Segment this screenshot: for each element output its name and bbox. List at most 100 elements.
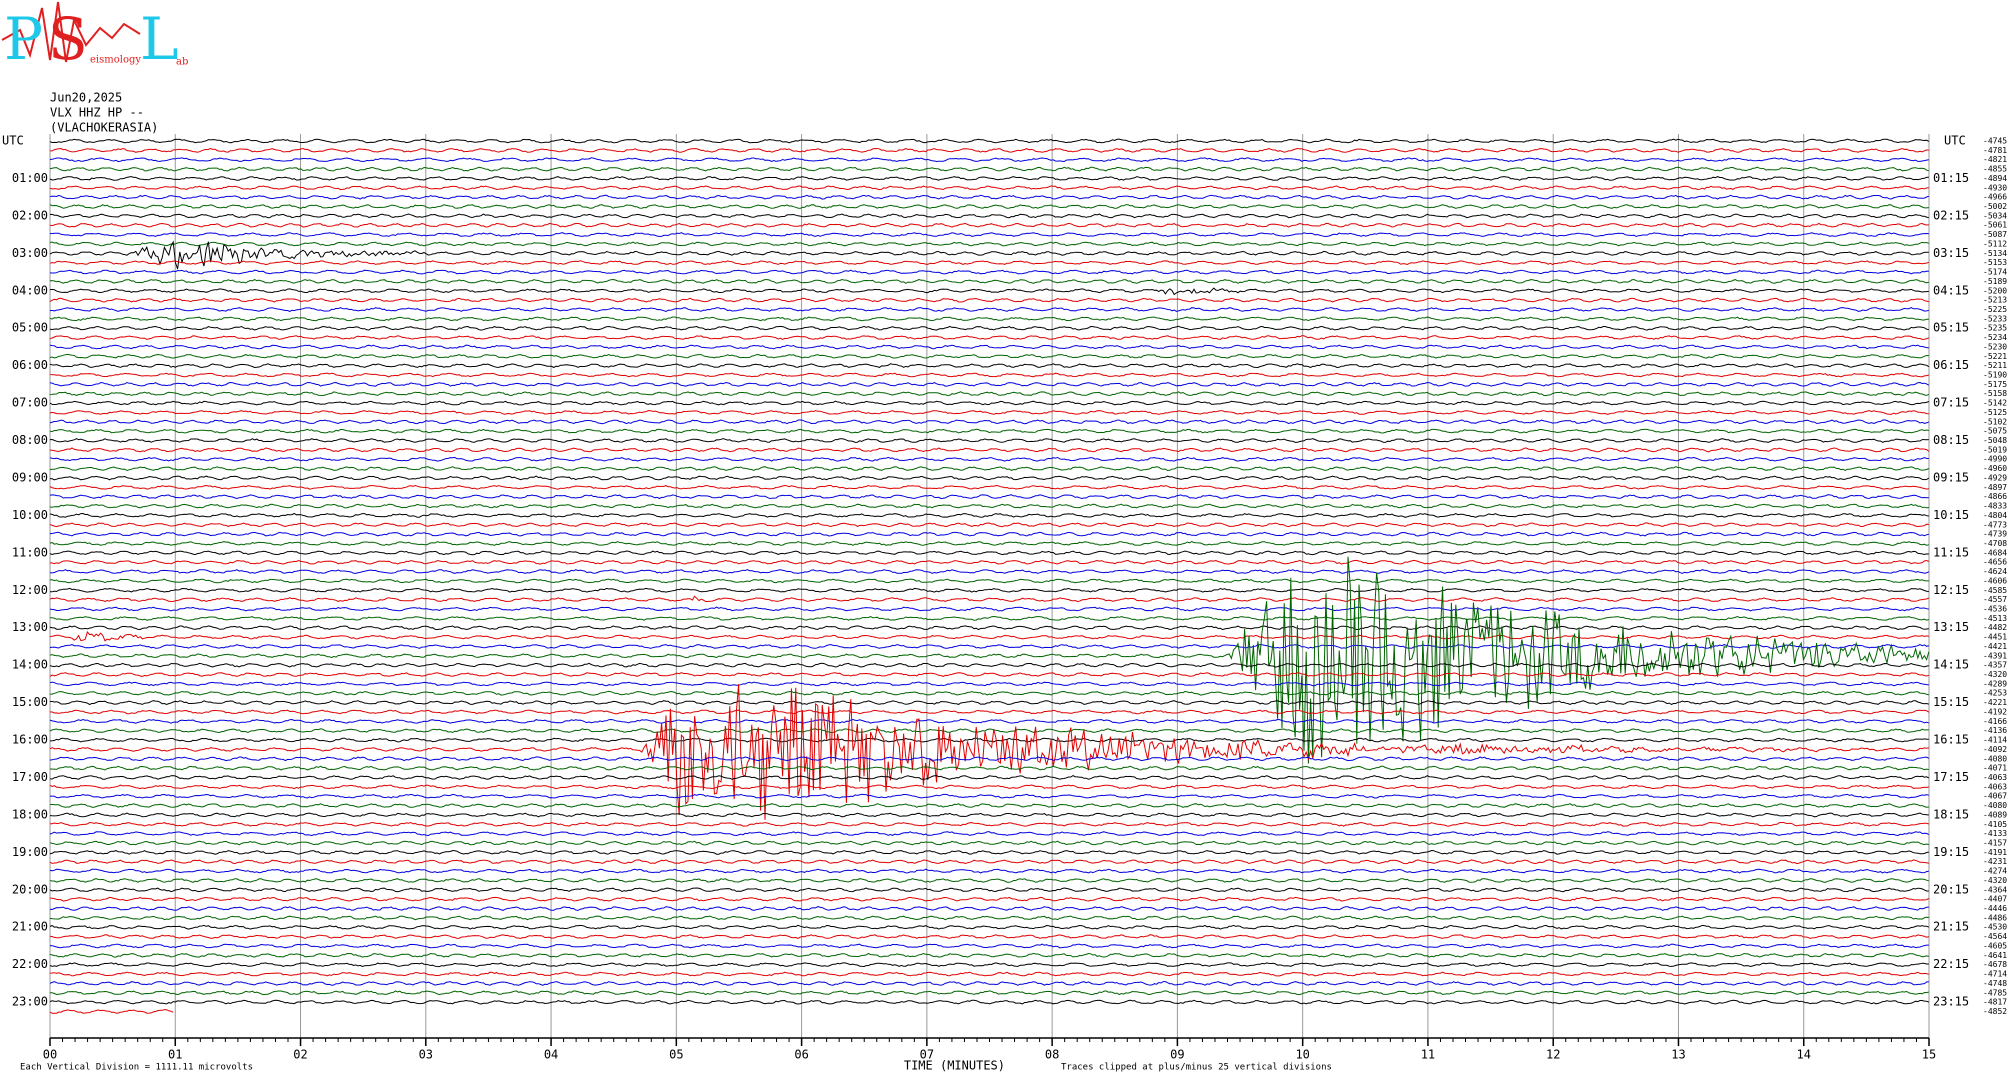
left-hour-label: 11:00 <box>12 545 48 559</box>
trace-offset: -5225 <box>1983 305 2007 314</box>
traces <box>49 138 1930 1014</box>
x-tick-label: 15 <box>1922 1048 1936 1062</box>
trace <box>49 550 1929 556</box>
left-hour-label: 01:00 <box>12 171 48 185</box>
trace <box>49 240 1929 270</box>
trace <box>49 447 1930 453</box>
trace-offset: -4624 <box>1983 567 2007 576</box>
x-tick-label: 02 <box>293 1048 307 1062</box>
trace <box>50 700 1929 706</box>
trace-offset: -4221 <box>1983 698 2007 707</box>
trace-offset: -4990 <box>1983 455 2007 464</box>
left-hour-label: 22:00 <box>12 957 48 971</box>
trace <box>49 812 1929 818</box>
trace <box>49 569 1930 574</box>
left-hour-label: 06:00 <box>12 358 48 372</box>
trace-offset: -5200 <box>1983 286 2007 295</box>
trace-offset: -4641 <box>1983 951 2007 960</box>
logo-word: eismology <box>90 55 141 66</box>
trace <box>49 887 1929 893</box>
trace-offset: -5230 <box>1983 342 2007 351</box>
trace-offset: -4136 <box>1983 726 2007 735</box>
trace-offset: -4930 <box>1983 183 2007 192</box>
left-hour-label: 17:00 <box>12 770 48 784</box>
trace <box>49 297 1929 303</box>
left-hour-label: 09:00 <box>12 470 48 484</box>
trace-offset: -4486 <box>1983 913 2007 922</box>
trace-offset: -4092 <box>1983 745 2007 754</box>
trace-offset: -4785 <box>1983 988 2007 997</box>
trace <box>49 615 1929 621</box>
left-hour-label: 15:00 <box>12 695 48 709</box>
trace-offset: -5134 <box>1983 249 2007 258</box>
x-tick-label: 13 <box>1671 1048 1685 1062</box>
trace <box>49 980 1929 986</box>
trace <box>49 456 1929 462</box>
trace-offset: -4320 <box>1983 670 2007 679</box>
trace-offset: -5112 <box>1983 239 2007 248</box>
left-hour-label: 23:00 <box>12 995 48 1009</box>
trace-offset: -4745 <box>1983 137 2007 146</box>
trace-offset: -5048 <box>1983 436 2007 445</box>
trace-offset: -4817 <box>1983 998 2007 1007</box>
left-hour-label: 04:00 <box>12 283 48 297</box>
trace-offset: -4391 <box>1983 651 2007 660</box>
trace-offset: -4080 <box>1983 754 2007 763</box>
right-hour-label: 01:15 <box>1933 171 1969 185</box>
left-hour-label: 10:00 <box>12 508 48 522</box>
trace <box>49 943 1929 949</box>
logo-word: ab <box>176 57 188 68</box>
trace-offset: -4536 <box>1983 605 2007 614</box>
trace <box>49 681 1929 687</box>
trace-offset: -5175 <box>1983 380 2007 389</box>
trace <box>49 831 1930 837</box>
trace <box>49 260 1929 266</box>
trace <box>49 962 1929 968</box>
trace-offset: -4530 <box>1983 923 2007 932</box>
trace <box>49 466 1930 472</box>
left-hour-label: 02:00 <box>12 208 48 222</box>
right-hour-label: 07:15 <box>1933 396 1969 410</box>
x-tick-label: 11 <box>1421 1048 1435 1062</box>
left-hour-label: 05:00 <box>12 321 48 335</box>
right-hour-label: 11:15 <box>1933 545 1969 559</box>
trace <box>49 737 1929 743</box>
trace <box>49 728 1929 734</box>
logo-letter: S <box>48 5 88 73</box>
trace-offset: -5174 <box>1983 268 2007 277</box>
x-tick-label: 14 <box>1797 1048 1811 1062</box>
trace <box>49 522 1929 528</box>
trace <box>49 765 1929 771</box>
trace-offset: -4684 <box>1983 548 2007 557</box>
trace <box>49 924 1930 930</box>
trace <box>49 784 1929 790</box>
header-location: (VLACHOKERASIA) <box>50 121 158 135</box>
trace-offset: -5125 <box>1983 408 2007 417</box>
trace <box>49 840 1929 846</box>
trace-offset: -4605 <box>1983 941 2007 950</box>
trace-offset: -5102 <box>1983 417 2007 426</box>
trace-offset: -4852 <box>1983 1007 2007 1016</box>
trace-offset: -4855 <box>1983 165 2007 174</box>
trace-offset: -5211 <box>1983 361 2007 370</box>
trace <box>49 213 1929 219</box>
trace-offset: -4192 <box>1983 707 2007 716</box>
trace-offset: -5158 <box>1983 389 2007 398</box>
trace <box>49 878 1929 883</box>
right-hour-label: 03:15 <box>1933 246 1969 260</box>
left-hour-label: 03:00 <box>12 246 48 260</box>
trace <box>49 541 1929 546</box>
trace <box>50 990 1929 996</box>
trace <box>49 269 1929 275</box>
trace-offset: -4320 <box>1983 876 2007 885</box>
trace <box>49 176 1929 181</box>
trace-offset: -5075 <box>1983 427 2007 436</box>
trace <box>49 307 1929 312</box>
trace <box>49 595 1930 603</box>
trace <box>49 934 1929 940</box>
trace-offset: -4063 <box>1983 773 2007 782</box>
trace-offset: -4071 <box>1983 764 2007 773</box>
trace-offset: -4253 <box>1983 689 2007 698</box>
trace <box>49 503 1929 509</box>
logo-letter: L <box>140 5 179 73</box>
